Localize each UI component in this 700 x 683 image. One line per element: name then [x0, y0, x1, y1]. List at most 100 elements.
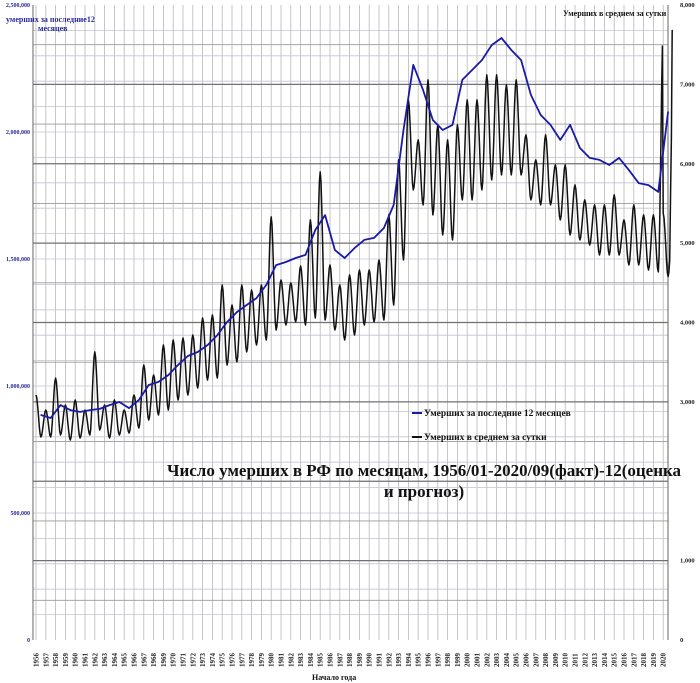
- data-point-12-month: [59, 404, 62, 406]
- data-point-12-month: [138, 399, 140, 401]
- left-tick-label: 2,500,000: [6, 3, 30, 9]
- year-tick-label: 1988: [346, 653, 354, 668]
- data-point-12-month: [295, 257, 297, 259]
- year-tick-label: 1990: [366, 653, 374, 668]
- data-point-12-month: [667, 111, 669, 113]
- year-tick-label: 1979: [258, 653, 266, 668]
- year-tick-label: 1973: [199, 653, 207, 668]
- data-point-12-month: [177, 364, 179, 366]
- year-tick-label: 1998: [444, 653, 452, 668]
- year-tick-label: 2013: [591, 653, 599, 668]
- right-tick-label: 6,000: [680, 161, 695, 168]
- year-tick-label: 1986: [327, 653, 335, 668]
- year-tick-label: 1969: [160, 653, 168, 668]
- left-tick-label: 0: [27, 638, 30, 644]
- left-tick-label: 1,500,000: [6, 257, 30, 263]
- data-point-12-month: [530, 94, 532, 96]
- data-point-12-month: [157, 381, 160, 383]
- data-point-12-month: [128, 407, 130, 409]
- data-point-12-month: [216, 334, 218, 336]
- right-tick-label: 0: [680, 637, 683, 644]
- data-point-12-month: [344, 257, 346, 259]
- data-point-12-month: [69, 409, 71, 411]
- data-point-12-month: [206, 344, 209, 346]
- left-tick-label: 2,000,000: [6, 130, 30, 136]
- data-point-12-month: [373, 237, 375, 239]
- year-tick-label: 1980: [268, 653, 276, 668]
- year-tick-label: 2020: [660, 653, 668, 668]
- left-axis-ticks: 2,500,000 2,000,000 1,500,000 1,000,000 500,…: [6, 3, 30, 644]
- year-tick-label: 2018: [640, 653, 648, 668]
- left-axis-title-line2: месяцев: [38, 24, 68, 33]
- data-point-12-month: [432, 119, 434, 121]
- year-tick-label: 2017: [630, 653, 638, 668]
- data-point-12-month: [451, 124, 454, 126]
- data-point-12-month: [383, 227, 385, 229]
- year-tick-label: 1957: [42, 653, 50, 668]
- left-tick-label: 1,000,000: [6, 384, 30, 390]
- year-tick-label: 1989: [356, 653, 364, 668]
- data-point-12-month: [647, 184, 650, 186]
- year-tick-label: 1968: [150, 653, 158, 668]
- data-point-12-month: [89, 409, 91, 411]
- legend-label-daily: Умерших в среднем за сутки: [424, 433, 547, 443]
- year-tick-label: 1999: [454, 653, 462, 668]
- data-point-12-month: [520, 59, 522, 61]
- year-tick-label: 1983: [297, 653, 305, 668]
- year-tick-label: 1982: [287, 653, 295, 668]
- right-tick-label: 7,000: [680, 81, 695, 88]
- data-point-12-month: [353, 247, 356, 249]
- year-tick-label: 2002: [483, 653, 491, 668]
- chart-title-line2: и прогноз): [384, 482, 464, 501]
- year-tick-label: 1971: [180, 653, 188, 668]
- year-tick-label: 1975: [219, 653, 227, 668]
- year-tick-label: 2005: [513, 653, 521, 668]
- year-tick-label: 1964: [111, 653, 119, 668]
- data-point-12-month: [402, 129, 405, 131]
- year-tick-label: 1993: [395, 653, 403, 668]
- year-tick-label: 1978: [248, 653, 256, 668]
- data-point-12-month: [510, 49, 512, 51]
- data-point-12-month: [108, 404, 111, 406]
- year-tick-label: 1959: [62, 653, 70, 668]
- data-point-12-month: [304, 254, 307, 256]
- data-point-12-month: [393, 204, 395, 206]
- data-point-12-month: [442, 129, 444, 131]
- data-point-12-month: [491, 44, 493, 46]
- data-point-12-month: [638, 182, 640, 184]
- data-point-12-month: [275, 264, 277, 266]
- data-point-12-month: [481, 59, 483, 61]
- legend-label-12-months: Умерших за последние 12 месяцев: [424, 409, 571, 419]
- data-point-12-month: [549, 124, 552, 126]
- data-point-12-month: [246, 304, 248, 306]
- year-tick-label: 1991: [376, 653, 384, 668]
- year-tick-label: 2016: [621, 653, 629, 668]
- data-point-12-month: [500, 37, 503, 39]
- data-point-12-month: [236, 311, 238, 313]
- data-point-12-month: [598, 159, 601, 161]
- chart-title-line1: Число умерших в РФ по месяцам, 1956/01-2…: [167, 461, 682, 480]
- year-tick-labels: 1956 1957 1958 1959 1960 1961 1962 1963 1964 1965…: [33, 653, 668, 668]
- data-point-12-month: [657, 191, 659, 193]
- data-point-12-month: [187, 355, 189, 357]
- data-point-12-month: [608, 164, 610, 166]
- data-point-12-month: [118, 401, 120, 403]
- year-tick-label: 1976: [229, 653, 237, 668]
- right-tick-label: 1,000: [680, 558, 695, 565]
- data-point-12-month: [412, 64, 414, 66]
- year-tick-label: 1995: [415, 653, 423, 668]
- right-axis-ticks: 8,000 7,000 6,000 5,000 4,000 3,000 1,000 0: [680, 2, 695, 644]
- left-tick-label: 500,000: [11, 511, 31, 517]
- right-tick-label: 3,000: [680, 399, 695, 406]
- year-tick-label: 2001: [474, 653, 482, 668]
- year-tick-label: 1977: [238, 653, 246, 668]
- data-point-12-month: [579, 147, 581, 149]
- year-tick-label: 1972: [189, 653, 197, 668]
- data-point-12-month: [569, 124, 571, 126]
- year-tick-label: 2004: [503, 653, 511, 668]
- right-axis-title: Умерших в среднем за сутки: [563, 9, 667, 18]
- year-tick-label: 1981: [278, 653, 286, 668]
- year-tick-label: 1974: [209, 653, 217, 668]
- year-tick-label: 2011: [572, 653, 580, 667]
